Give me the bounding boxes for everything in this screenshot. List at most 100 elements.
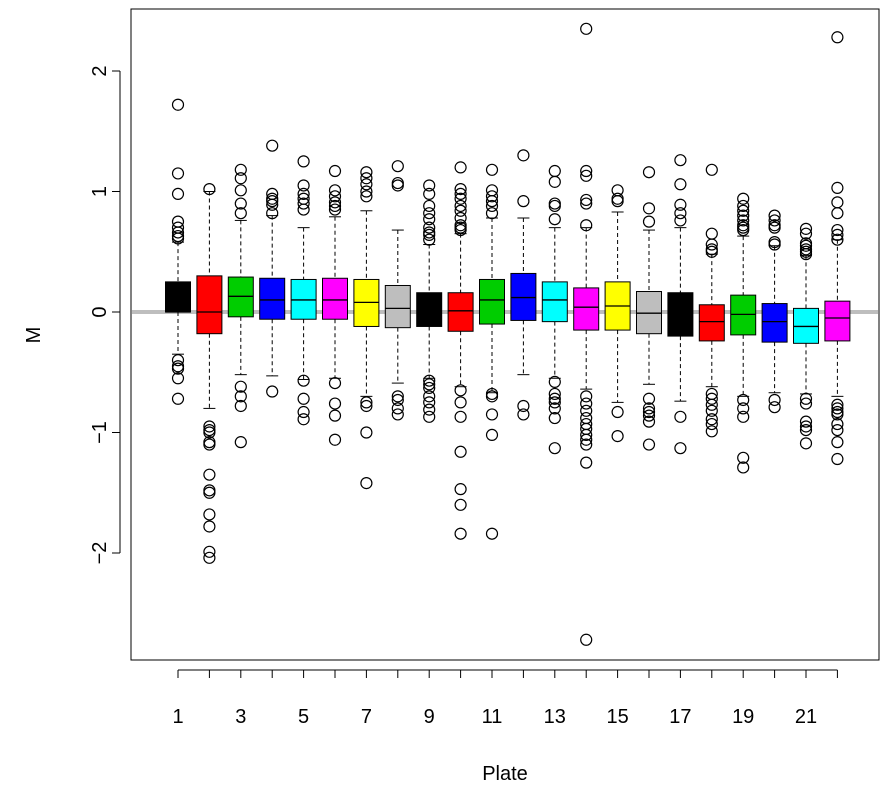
outlier-point (424, 229, 435, 240)
x-tick-label: 1 (172, 706, 183, 728)
outlier-point (330, 434, 341, 445)
outlier-point (455, 200, 466, 211)
x-tick-label: 19 (732, 706, 754, 728)
outlier-point (832, 454, 843, 465)
x-tick-label: 5 (298, 706, 309, 728)
box-body (260, 278, 285, 319)
outlier-point (549, 443, 560, 454)
outlier-point (738, 222, 749, 233)
outlier-point (518, 196, 529, 207)
box-plate-20 (762, 210, 787, 413)
outlier-point (769, 402, 780, 413)
box-plate-22 (825, 32, 850, 465)
outlier-point (675, 411, 686, 422)
outlier-point (455, 397, 466, 408)
outlier-point (832, 32, 843, 43)
x-tick-label: 3 (235, 706, 246, 728)
box-plate-1 (166, 99, 191, 404)
outlier-point (675, 155, 686, 166)
outlier-point (235, 173, 246, 184)
outlier-point (487, 409, 498, 420)
box-plate-11 (480, 164, 505, 539)
y-axis-label: M (23, 327, 45, 344)
box-plate-13 (542, 166, 567, 454)
outlier-point (518, 150, 529, 161)
outlier-point (298, 414, 309, 425)
outlier-point (612, 193, 623, 204)
box-plate-21 (794, 223, 819, 448)
outlier-point (267, 386, 278, 397)
y-tick-label: 0 (89, 306, 111, 317)
box-plate-7 (354, 167, 379, 489)
y-tick-label: −2 (89, 542, 111, 565)
outlier-point (832, 437, 843, 448)
outlier-point (361, 186, 372, 197)
x-tick-label: 9 (424, 706, 435, 728)
y-tick-label: 1 (89, 186, 111, 197)
outlier-point (392, 178, 403, 189)
outlier-point (298, 193, 309, 204)
outlier-point (612, 431, 623, 442)
outlier-point (455, 188, 466, 199)
outlier-point (455, 162, 466, 173)
box-plate-14 (574, 23, 599, 645)
box-plate-4 (260, 140, 285, 397)
outlier-point (801, 393, 812, 404)
outlier-point (361, 191, 372, 202)
box-body (385, 285, 410, 327)
box-plate-17 (668, 155, 693, 454)
box-body (166, 282, 191, 312)
outlier-point (518, 409, 529, 420)
box-body (448, 293, 473, 332)
x-tick-label: 11 (482, 706, 503, 728)
outlier-point (487, 164, 498, 175)
x-axis-label: Plate (482, 763, 528, 785)
outlier-point (832, 208, 843, 219)
outlier-point (298, 393, 309, 404)
outlier-point (581, 434, 592, 445)
outlier-point (361, 427, 372, 438)
outlier-point (330, 410, 341, 421)
outlier-point (801, 223, 812, 234)
box-body (542, 282, 567, 322)
box-plate-15 (605, 185, 630, 442)
outlier-point (581, 457, 592, 468)
box-plate-16 (637, 167, 662, 450)
outlier-point (173, 188, 184, 199)
outlier-point (581, 23, 592, 34)
outlier-point (204, 521, 215, 532)
outlier-point (298, 156, 309, 167)
y-tick-label: −1 (89, 421, 111, 444)
outlier-point (801, 398, 812, 409)
outlier-point (487, 429, 498, 440)
outlier-point (644, 203, 655, 214)
box-body (197, 276, 222, 334)
outlier-point (487, 528, 498, 539)
box-body (480, 279, 505, 324)
outlier-point (173, 99, 184, 110)
outlier-point (487, 196, 498, 207)
outlier-point (675, 215, 686, 226)
x-tick-label: 13 (544, 706, 566, 728)
outlier-point (612, 407, 623, 418)
outlier-point (455, 411, 466, 422)
x-tick-label: 7 (361, 706, 372, 728)
outlier-point (455, 484, 466, 495)
box-body (762, 304, 787, 343)
outlier-point (832, 182, 843, 193)
outlier-point (644, 167, 655, 178)
box-plate-8 (385, 161, 410, 420)
outlier-point (204, 485, 215, 496)
outlier-point (424, 411, 435, 422)
box-plate-19 (731, 193, 756, 473)
box-plate-10 (448, 162, 473, 539)
outlier-point (235, 185, 246, 196)
outlier-point (675, 179, 686, 190)
outlier-point (832, 229, 843, 240)
outlier-point (204, 487, 215, 498)
box-plate-3 (228, 164, 253, 447)
outlier-point (173, 393, 184, 404)
y-tick-label: 2 (89, 65, 111, 76)
box-body (699, 305, 724, 341)
